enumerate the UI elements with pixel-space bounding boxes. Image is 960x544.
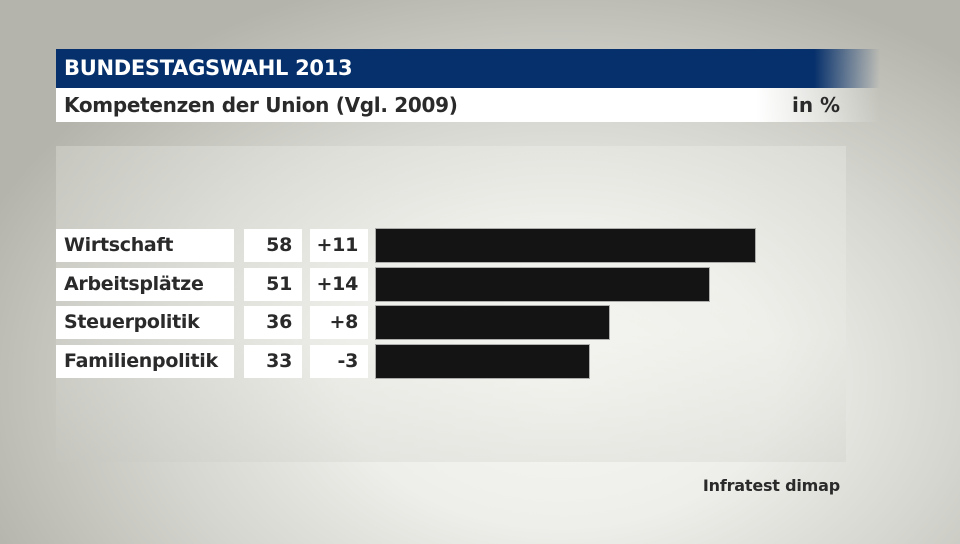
row-change: +14 — [310, 268, 368, 301]
bar-wirtschaft — [376, 229, 755, 262]
source-label: Infratest dimap — [702, 476, 840, 495]
row-change: +11 — [310, 229, 368, 262]
bar-familienpolitik — [376, 345, 589, 378]
row-label: Familienpolitik — [56, 345, 234, 378]
bar-arbeitsplaetze — [376, 268, 709, 301]
chart-panel-background — [56, 146, 846, 462]
row-value: 51 — [244, 268, 302, 301]
chart-subtitle: Kompetenzen der Union (Vgl. 2009) — [64, 93, 458, 117]
chart-title-bar: BUNDESTAGSWAHL 2013 — [56, 49, 880, 88]
chart-subtitle-bar: Kompetenzen der Union (Vgl. 2009) — [56, 88, 880, 122]
row-change: +8 — [310, 306, 368, 339]
row-label: Steuerpolitik — [56, 306, 234, 339]
row-value: 36 — [244, 306, 302, 339]
chart-title: BUNDESTAGSWAHL 2013 — [64, 56, 353, 80]
row-label: Wirtschaft — [56, 229, 234, 262]
unit-label: in % — [792, 93, 841, 117]
row-value: 58 — [244, 229, 302, 262]
row-value: 33 — [244, 345, 302, 378]
row-change: -3 — [310, 345, 368, 378]
row-label: Arbeitsplätze — [56, 268, 234, 301]
bar-steuerpolitik — [376, 306, 609, 339]
